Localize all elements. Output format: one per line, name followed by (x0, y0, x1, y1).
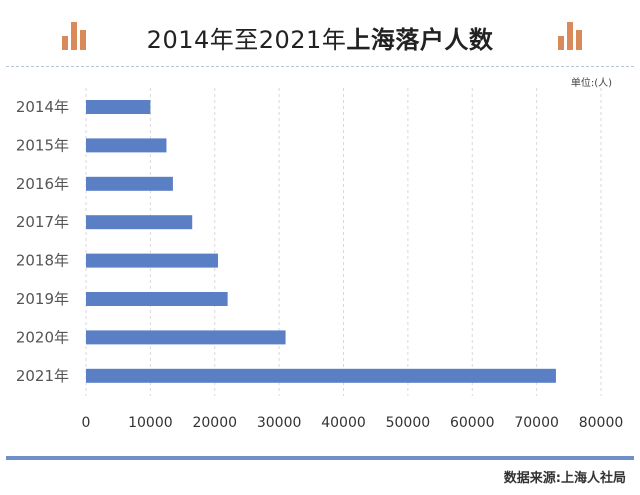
bar-chart-icon (557, 20, 583, 50)
x-tick-label: 30000 (257, 415, 302, 431)
category-label: 2019年 (16, 290, 69, 308)
x-tick-label: 50000 (386, 415, 431, 431)
category-label: 2021年 (16, 367, 69, 385)
bar (86, 253, 218, 268)
bar (86, 100, 151, 114)
category-label: 2017年 (16, 213, 69, 231)
category-label: 2015年 (16, 136, 69, 154)
category-labels: 2014年 2015年 2016年 2017年 2018年 2019年 2020年 2021年 (16, 98, 69, 385)
header-divider (6, 66, 634, 68)
x-tick-label: 10000 (128, 415, 173, 431)
category-label: 2020年 (16, 328, 69, 346)
x-tick-label: 40000 (321, 415, 366, 431)
title-bold: 上海落户人数 (346, 26, 494, 54)
bar (86, 368, 556, 383)
grid-layer (85, 88, 602, 396)
bar (86, 176, 173, 191)
x-tick-label: 0 (82, 415, 91, 431)
x-tick-label: 80000 (579, 415, 624, 431)
bar (86, 292, 228, 306)
bar (86, 138, 167, 153)
x-tick-label: 60000 (450, 415, 495, 431)
page-title: 2014年至2021年上海落户人数 (0, 20, 640, 55)
x-tick-labels: 0 10000 20000 30000 40000 50000 60000 70000 8000… (82, 415, 624, 431)
bar (86, 215, 193, 230)
source-label: 数据来源:上海人社局 (503, 471, 626, 486)
bottom-rule (6, 456, 634, 460)
unit-label: 单位:(人) (570, 78, 612, 89)
bar (86, 330, 286, 345)
category-label: 2016年 (16, 175, 69, 193)
bar-layer (86, 100, 556, 383)
bar-chart-icon (61, 20, 87, 50)
title-regular: 2014年至2021年 (146, 26, 347, 54)
x-tick-label: 20000 (192, 415, 237, 431)
chart-header: 2014年至2021年上海落户人数 (0, 0, 640, 66)
category-label: 2014年 (16, 98, 69, 116)
category-label: 2018年 (16, 252, 69, 270)
x-tick-label: 70000 (514, 415, 559, 431)
